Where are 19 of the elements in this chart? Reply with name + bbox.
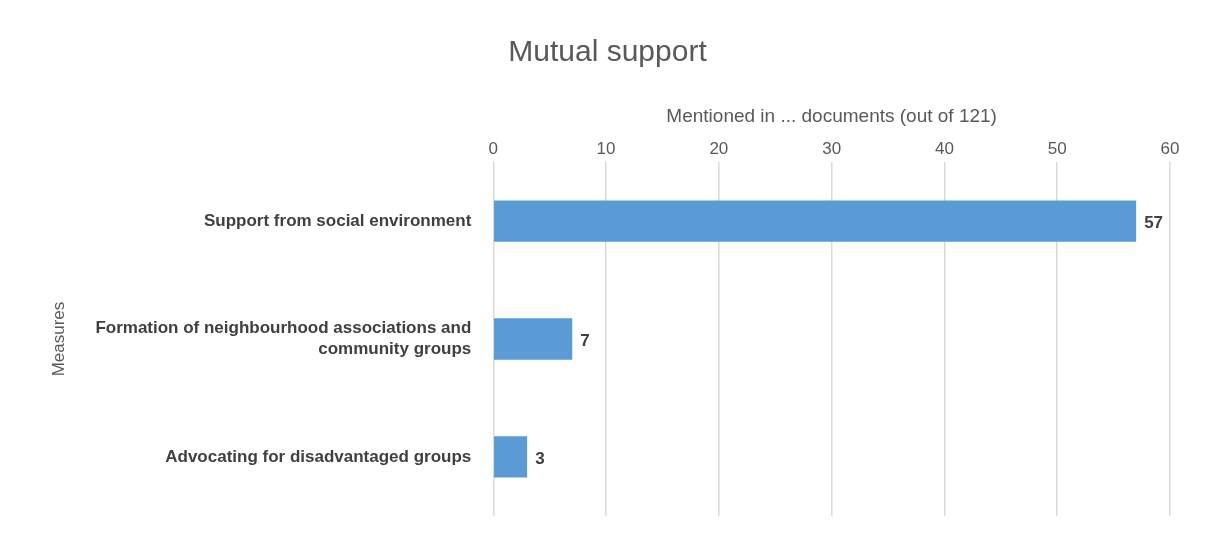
x-tick-label: 10 — [596, 138, 616, 158]
x-tick-label: 50 — [1047, 138, 1067, 158]
y-tick-label: Formation of neighbourhood associations and community groups — [95, 318, 472, 358]
y-axis-title: Measures — [48, 301, 68, 377]
bar — [494, 200, 1137, 242]
data-label: 7 — [580, 330, 590, 350]
x-tick-label: 0 — [488, 138, 499, 158]
y-tick-label: Support from social environment — [203, 210, 472, 230]
y-tick-label: Advocating for disadvantaged groups — [165, 446, 472, 466]
bar — [494, 318, 573, 360]
x-axis-title: Mentioned in ... documents (out of 121) — [666, 104, 997, 126]
bar — [494, 436, 528, 478]
chart-title: Mutual support — [508, 34, 708, 68]
x-tick-label: 20 — [709, 138, 729, 158]
x-tick-label: 60 — [1160, 138, 1180, 158]
data-label: 57 — [1144, 212, 1164, 232]
x-tick-label: 30 — [822, 138, 842, 158]
x-tick-label: 40 — [934, 138, 954, 158]
data-label: 3 — [535, 448, 545, 468]
